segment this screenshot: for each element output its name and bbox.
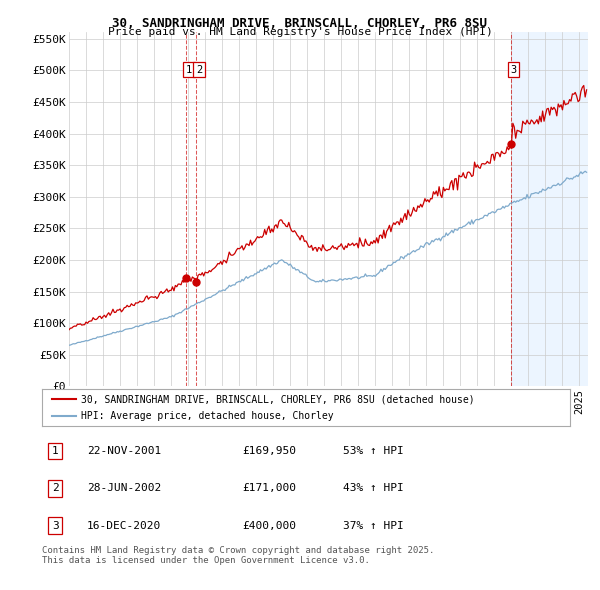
Bar	[511, 32, 588, 386]
Text: 43% ↑ HPI: 43% ↑ HPI	[343, 483, 404, 493]
Text: 37% ↑ HPI: 37% ↑ HPI	[343, 521, 404, 531]
Text: 2: 2	[196, 65, 202, 74]
Text: 28-JUN-2002: 28-JUN-2002	[87, 483, 161, 493]
Text: 1: 1	[186, 65, 192, 74]
Text: 30, SANDRINGHAM DRIVE, BRINSCALL, CHORLEY, PR6 8SU: 30, SANDRINGHAM DRIVE, BRINSCALL, CHORLE…	[113, 17, 487, 30]
Text: 16-DEC-2020: 16-DEC-2020	[87, 521, 161, 531]
Text: 2: 2	[52, 483, 59, 493]
Text: 3: 3	[510, 65, 517, 74]
Text: 3: 3	[52, 521, 59, 531]
Text: Contains HM Land Registry data © Crown copyright and database right 2025.
This d: Contains HM Land Registry data © Crown c…	[42, 546, 434, 565]
Text: £400,000: £400,000	[242, 521, 296, 531]
Text: 53% ↑ HPI: 53% ↑ HPI	[343, 446, 404, 456]
Text: £169,950: £169,950	[242, 446, 296, 456]
Text: £171,000: £171,000	[242, 483, 296, 493]
Text: 30, SANDRINGHAM DRIVE, BRINSCALL, CHORLEY, PR6 8SU (detached house): 30, SANDRINGHAM DRIVE, BRINSCALL, CHORLE…	[80, 394, 474, 404]
Text: 22-NOV-2001: 22-NOV-2001	[87, 446, 161, 456]
Text: Price paid vs. HM Land Registry's House Price Index (HPI): Price paid vs. HM Land Registry's House …	[107, 27, 493, 37]
Text: 1: 1	[52, 446, 59, 456]
Text: HPI: Average price, detached house, Chorley: HPI: Average price, detached house, Chor…	[80, 411, 333, 421]
